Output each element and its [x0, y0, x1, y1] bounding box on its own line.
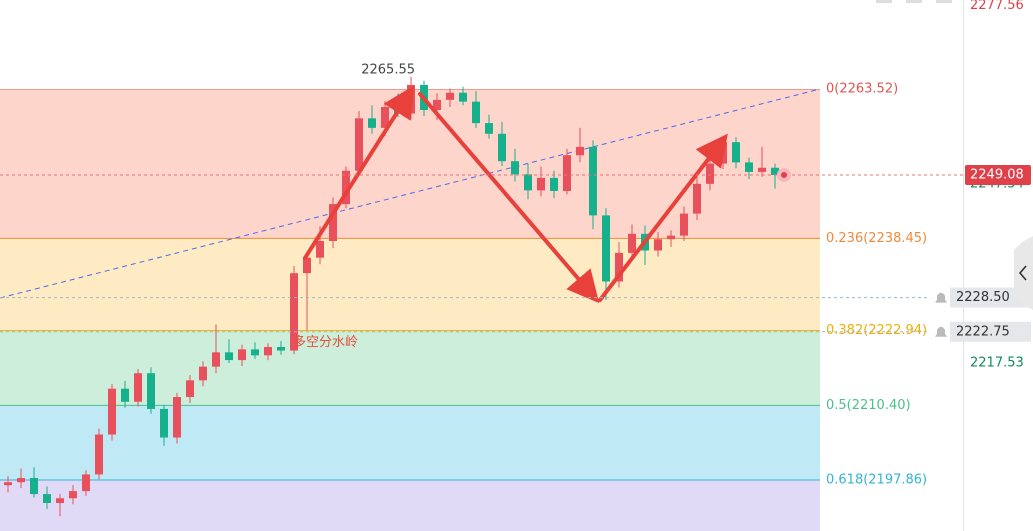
candle-body	[758, 167, 766, 172]
alert-label: 2222.75	[956, 324, 1010, 339]
last-price-dot	[781, 172, 787, 179]
candle-body	[173, 397, 181, 438]
candle-body	[459, 92, 467, 102]
candle-body	[303, 257, 311, 274]
fib-band	[0, 480, 820, 531]
candle-body	[537, 177, 545, 191]
arrow	[418, 92, 600, 304]
candle-body	[134, 373, 142, 402]
candle-body	[147, 373, 155, 409]
candle-body	[693, 183, 701, 214]
candle-body	[160, 408, 168, 438]
candle-body	[238, 349, 246, 361]
last-price-label: 2249.08	[970, 168, 1024, 183]
y-tick-label: 2277.56	[970, 0, 1024, 13]
candle-body	[628, 233, 636, 253]
candle-body	[355, 118, 363, 171]
candle-body	[550, 177, 558, 191]
candle-body	[69, 491, 77, 499]
candle-body	[108, 388, 116, 435]
candle-body	[563, 155, 571, 191]
candle-body	[615, 252, 623, 282]
candle-body	[446, 92, 454, 100]
chevron[interactable]	[1018, 265, 1027, 281]
fib-label: 0.5(2210.40)	[826, 398, 911, 413]
icon	[906, 0, 922, 3]
candle-body	[212, 352, 220, 367]
y-tick-label: 2217.53	[970, 355, 1024, 370]
candle-body	[251, 349, 259, 356]
candle-body	[17, 478, 25, 483]
fib-label: 0.382(2222.94)	[826, 323, 927, 338]
candle-body	[290, 273, 298, 351]
candle-body	[186, 380, 194, 398]
fib-label: 0(2263.52)	[826, 82, 898, 97]
alert-label: 2228.50	[956, 290, 1010, 305]
candle-body	[771, 167, 779, 176]
fib-band	[0, 405, 820, 481]
tab[interactable]	[1014, 236, 1033, 310]
candle-body	[706, 163, 714, 184]
alert-bell	[935, 326, 947, 337]
candle-body	[745, 162, 753, 172]
fib-band	[0, 238, 820, 331]
alert-bell	[935, 292, 947, 303]
last-price-badge	[965, 165, 1031, 186]
candle-body	[368, 118, 376, 128]
high-label: 2265.55	[361, 62, 415, 77]
candle-body	[511, 161, 519, 175]
trend-line	[0, 88, 821, 299]
fib-label: 0.236(2238.45)	[826, 231, 927, 246]
annotation: 多空分水岭	[293, 334, 358, 350]
candle-body	[30, 478, 38, 495]
candle-body	[225, 352, 233, 361]
candle-body	[342, 170, 350, 205]
candle-body	[472, 101, 480, 124]
alert-badge	[950, 321, 1031, 342]
candle-body	[407, 84, 415, 114]
arrow	[303, 85, 415, 260]
arrow	[598, 133, 728, 302]
candle-body	[485, 123, 493, 134]
candle-body	[524, 174, 532, 191]
candle-body	[654, 239, 662, 251]
icon	[876, 0, 892, 3]
alert-badge	[950, 287, 1031, 308]
candle-body	[264, 346, 272, 356]
candle-body	[82, 474, 90, 492]
candle-body	[680, 213, 688, 236]
candle-body	[199, 366, 207, 381]
candle-body	[576, 146, 584, 156]
candle-body	[4, 482, 12, 486]
fib-label: 0.618(2197.86)	[826, 473, 927, 488]
candle-body	[433, 99, 441, 110]
candle-body	[602, 215, 610, 282]
icon	[936, 0, 952, 3]
candle-body	[329, 204, 337, 241]
top-band	[0, 0, 820, 90]
arrows	[303, 85, 728, 304]
candle-body	[43, 494, 51, 504]
candle-body	[277, 346, 285, 351]
candle-body	[498, 133, 506, 162]
candle-body	[316, 240, 324, 258]
candle-body	[56, 498, 64, 504]
candle-body	[95, 434, 103, 475]
candle-body	[589, 146, 597, 216]
candle-body	[121, 388, 129, 402]
toolbar-icons	[876, 0, 952, 3]
candle-body	[732, 142, 740, 163]
collapse-tab[interactable]	[1014, 236, 1033, 310]
candle-body	[667, 235, 675, 240]
